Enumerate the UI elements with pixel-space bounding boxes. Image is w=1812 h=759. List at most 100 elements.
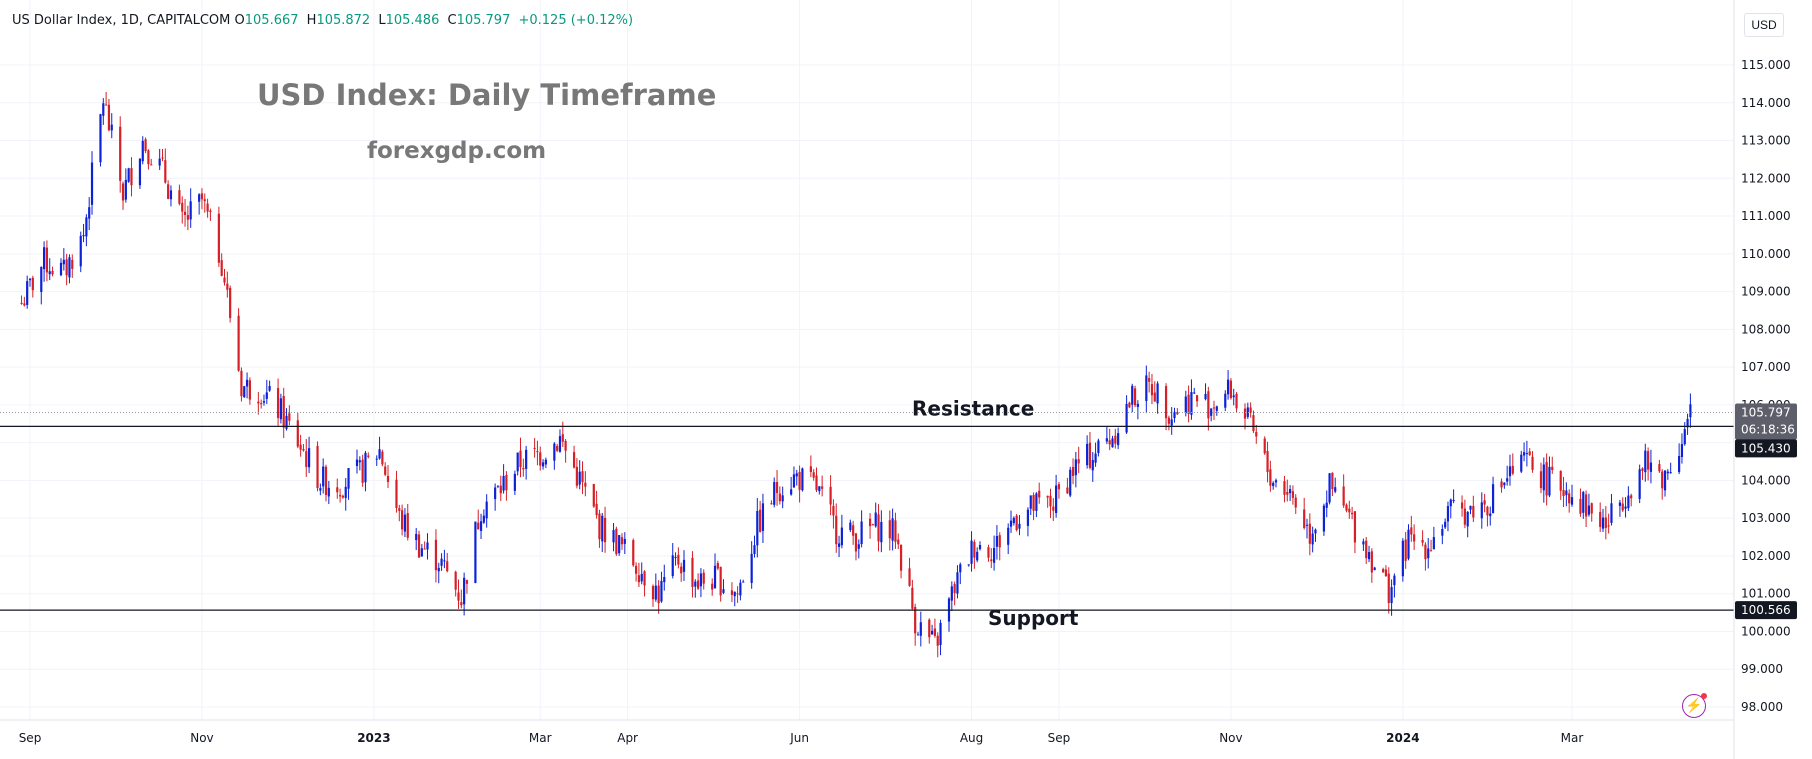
candle xyxy=(1559,470,1562,500)
candle-body xyxy=(99,114,102,163)
last-price-text: 105.797 xyxy=(1741,406,1791,420)
candle xyxy=(821,475,824,497)
candle-body xyxy=(539,452,542,466)
candle xyxy=(1624,497,1627,518)
candle-body xyxy=(1548,466,1551,496)
candle xyxy=(1069,466,1072,498)
x-tick-label: Sep xyxy=(1048,731,1071,745)
candle xyxy=(164,148,167,184)
candle xyxy=(719,566,722,602)
candle xyxy=(1007,523,1010,555)
candle xyxy=(1446,501,1450,532)
candle xyxy=(226,271,229,298)
candle-body xyxy=(1303,509,1306,528)
candle xyxy=(513,470,516,495)
candle-body xyxy=(51,270,54,275)
candle xyxy=(240,367,243,402)
candle xyxy=(781,486,784,509)
y-tick-label: 115.000 xyxy=(1741,58,1791,72)
flash-icon[interactable]: ⚡ xyxy=(1682,693,1707,718)
candle xyxy=(1303,497,1306,530)
candle xyxy=(818,486,821,495)
candle xyxy=(1136,400,1139,420)
candle xyxy=(110,113,113,139)
candle xyxy=(198,193,201,215)
candle-body xyxy=(987,547,990,558)
candle-body xyxy=(713,565,717,589)
candle xyxy=(276,378,280,426)
y-tick-label: 101.000 xyxy=(1741,587,1791,601)
candle xyxy=(1429,539,1433,552)
candle xyxy=(812,469,815,481)
candle xyxy=(578,460,581,490)
candle-body xyxy=(837,543,841,547)
candle xyxy=(857,539,860,559)
candle-body xyxy=(516,452,519,472)
candle xyxy=(677,547,680,569)
candle xyxy=(245,372,249,399)
candle-body xyxy=(1167,417,1170,424)
candle-body xyxy=(265,392,268,399)
x-tick-label: 2024 xyxy=(1386,731,1419,745)
time-axis[interactable]: Sep Nov 2023 Mar Apr Jun Aug Sep Nov 2024 Mar xyxy=(19,731,1584,745)
candle-body xyxy=(1311,533,1314,545)
candle-body xyxy=(1587,505,1591,515)
candle-body xyxy=(1212,407,1216,409)
candle-body xyxy=(305,451,308,467)
candle-body xyxy=(897,539,900,545)
candle-body xyxy=(1503,482,1506,486)
price-axis[interactable]: 98.000 99.000 100.000 101.000 102.000 103.000… xyxy=(1741,58,1791,714)
symbol-info[interactable]: US Dollar Index, 1D, CAPITALCOM xyxy=(12,13,231,28)
candle xyxy=(324,464,328,502)
candle-body xyxy=(637,575,641,583)
candle-body xyxy=(711,583,714,590)
candle-body xyxy=(1641,468,1644,472)
candle-body xyxy=(995,536,999,547)
candle-body xyxy=(127,168,130,182)
candle-body xyxy=(1444,521,1447,528)
candle xyxy=(1678,443,1681,475)
candle-body xyxy=(1480,502,1483,519)
candle xyxy=(338,488,342,503)
candle xyxy=(1195,394,1199,407)
candle xyxy=(660,571,663,603)
candle-body xyxy=(1049,495,1052,507)
candle-body xyxy=(1232,395,1235,398)
candle-body xyxy=(722,589,725,593)
candle xyxy=(699,568,703,598)
candle-body xyxy=(460,602,463,606)
candle xyxy=(950,581,953,612)
candle xyxy=(995,525,999,560)
candle xyxy=(31,275,34,298)
candle-body xyxy=(1348,508,1351,513)
currency-button[interactable]: USD xyxy=(1744,13,1784,37)
candle-body xyxy=(801,468,804,491)
candle-body xyxy=(158,158,161,166)
candle-body xyxy=(1066,487,1069,494)
candle xyxy=(612,523,615,552)
candle xyxy=(1658,459,1661,473)
candle-body xyxy=(1551,466,1554,470)
candle-body xyxy=(1401,540,1404,577)
candle-body xyxy=(1661,471,1664,489)
candle-body xyxy=(26,281,29,305)
candle-body xyxy=(1046,495,1049,498)
y-tick-label: 108.000 xyxy=(1741,322,1791,336)
candle xyxy=(970,531,973,572)
candle-body xyxy=(1486,506,1489,516)
candle xyxy=(522,458,525,477)
candle-body xyxy=(1542,464,1545,491)
candle xyxy=(1269,460,1272,492)
candle xyxy=(1232,388,1235,406)
candle xyxy=(358,456,361,471)
candle-body xyxy=(457,592,460,601)
candle-body xyxy=(564,440,567,451)
candle xyxy=(1114,428,1117,449)
candle-body xyxy=(1421,539,1424,543)
candle-body xyxy=(401,510,404,530)
candle-body xyxy=(82,235,85,237)
candle xyxy=(420,544,423,557)
candle-body xyxy=(584,482,587,487)
candle-body xyxy=(815,475,818,491)
